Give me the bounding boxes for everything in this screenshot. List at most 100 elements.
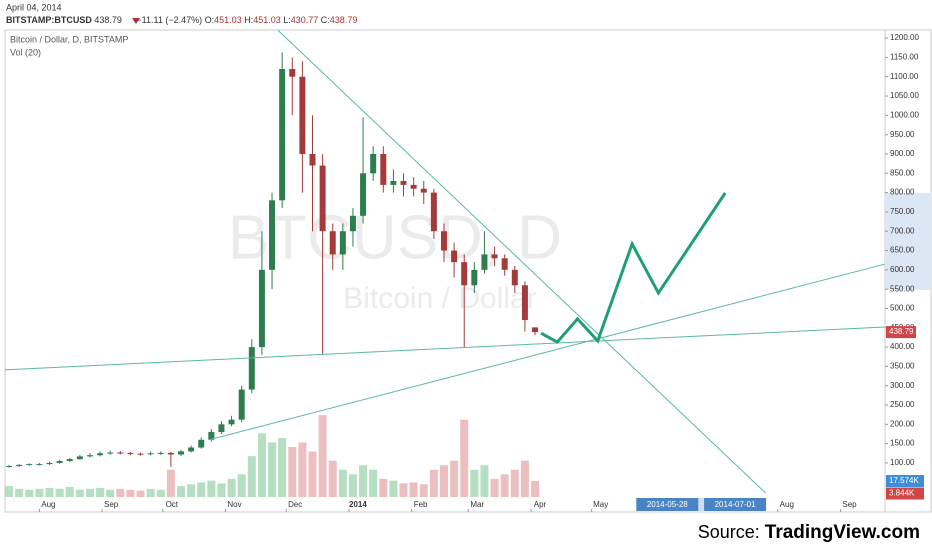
x-tick-label: Sep <box>842 500 857 509</box>
volume-bar <box>480 465 489 497</box>
trendline <box>277 30 766 494</box>
ohlc-label: O: <box>205 15 215 25</box>
volume-bar <box>136 490 145 497</box>
volume-bar <box>308 451 317 497</box>
ohlc-label: C: <box>321 15 330 25</box>
candle-body <box>36 464 43 466</box>
candle-body <box>410 184 417 189</box>
volume-bar <box>510 469 519 497</box>
candle-body <box>137 453 144 455</box>
candle-body <box>360 173 367 216</box>
candle-body <box>532 327 539 333</box>
volume-marker-box <box>886 487 924 500</box>
candle-body <box>339 231 346 255</box>
lines-layer <box>4 30 886 494</box>
y-tick-label: 650.00 <box>890 246 915 255</box>
projection-line <box>540 192 727 344</box>
volume-bar <box>278 437 287 497</box>
volume-bar <box>399 483 408 497</box>
y-tick-label: 850.00 <box>890 168 915 177</box>
watermark: BTCUSD, D <box>228 203 562 272</box>
candle-body <box>440 231 447 251</box>
volume-bar <box>500 474 509 497</box>
volume-bar <box>419 484 428 497</box>
candle-body <box>481 254 488 270</box>
candle-body <box>511 269 518 286</box>
x-range-band <box>698 498 705 511</box>
candle-body <box>309 153 316 166</box>
x-tick-label: Oct <box>166 500 179 509</box>
symbol: BITSTAMP:BTCUSD <box>6 15 92 25</box>
source-label: Source: <box>698 522 760 542</box>
candle-body <box>299 76 306 154</box>
y-tick-label: 1150.00 <box>890 53 919 62</box>
legend: Bitcoin / Dollar, D, BITSTAMP <box>10 34 128 44</box>
candle-body <box>289 69 296 77</box>
candle-body <box>370 153 377 174</box>
x-tick-label: Nov <box>227 500 241 509</box>
y-tick-label: 750.00 <box>890 207 915 216</box>
volume-bar <box>85 488 94 497</box>
volume-bar <box>369 469 378 497</box>
volume-bar <box>409 482 418 497</box>
candle-body <box>147 453 154 455</box>
candle-body <box>420 188 427 193</box>
y-tick-label: 400.00 <box>890 342 915 351</box>
ohlc-value: 451.03 <box>214 15 242 25</box>
candle-body <box>208 432 215 440</box>
candle-body <box>178 451 184 455</box>
volume-bar <box>298 442 307 497</box>
volume-bar <box>156 489 165 497</box>
y-tick-label: 500.00 <box>890 304 915 313</box>
volume-bar <box>520 460 529 497</box>
candle-body <box>76 456 83 460</box>
volume-bar <box>146 488 155 497</box>
volume-bar <box>338 469 347 497</box>
candle-body <box>16 464 23 467</box>
last-price-label: 438.79 <box>889 327 914 336</box>
volume-bar <box>177 486 185 497</box>
candle-body <box>167 452 174 455</box>
y-tick-label: 200.00 <box>890 419 915 428</box>
volume-bar <box>45 487 54 497</box>
ohlc-value: 438.79 <box>330 15 358 25</box>
candle-body <box>6 466 13 468</box>
volume-bar <box>187 484 196 497</box>
volume-bar <box>237 474 246 497</box>
x-range-box <box>636 498 699 511</box>
volume-bar <box>379 478 388 497</box>
header-quote: BITSTAMP:BTCUSD 438.79 −11.11 (−2.47%) O… <box>6 15 357 25</box>
volume-bar <box>106 489 115 497</box>
price-range-highlight <box>886 192 931 290</box>
y-tick-label: 100.00 <box>890 458 915 467</box>
plot-frame <box>4 29 886 513</box>
y-tick-label: 1100.00 <box>890 72 919 81</box>
volume-bar <box>15 488 24 497</box>
y-tick-label: 150.00 <box>890 439 915 448</box>
volume-bar <box>439 465 448 497</box>
volume-bar <box>197 482 206 497</box>
volume-bar <box>96 487 105 497</box>
candle-body <box>26 464 33 466</box>
volume-bar <box>460 419 469 497</box>
watermark-sub: Bitcoin / Dollar <box>343 282 536 315</box>
y-tick-label: 250.00 <box>890 400 915 409</box>
volume-bar <box>531 481 540 497</box>
volume-marker-label: 3.844K <box>889 489 915 498</box>
x-tick-label: Dec <box>288 500 302 509</box>
change: −11.11 (−2.47%) <box>136 15 202 25</box>
vol-layer <box>5 415 540 497</box>
candle-body <box>218 424 225 433</box>
candle-body <box>248 347 255 390</box>
volume-bar <box>490 478 499 497</box>
source: Source: TradingView.com <box>698 522 920 543</box>
volume-bar <box>348 474 357 497</box>
candle-body <box>66 459 73 462</box>
candle-body <box>451 250 458 263</box>
volume-bar <box>65 487 74 497</box>
volume-bar <box>328 460 337 497</box>
x-tick-label: 2014 <box>349 500 367 509</box>
y-tick-label: 800.00 <box>890 188 915 197</box>
back-layer <box>698 192 931 511</box>
